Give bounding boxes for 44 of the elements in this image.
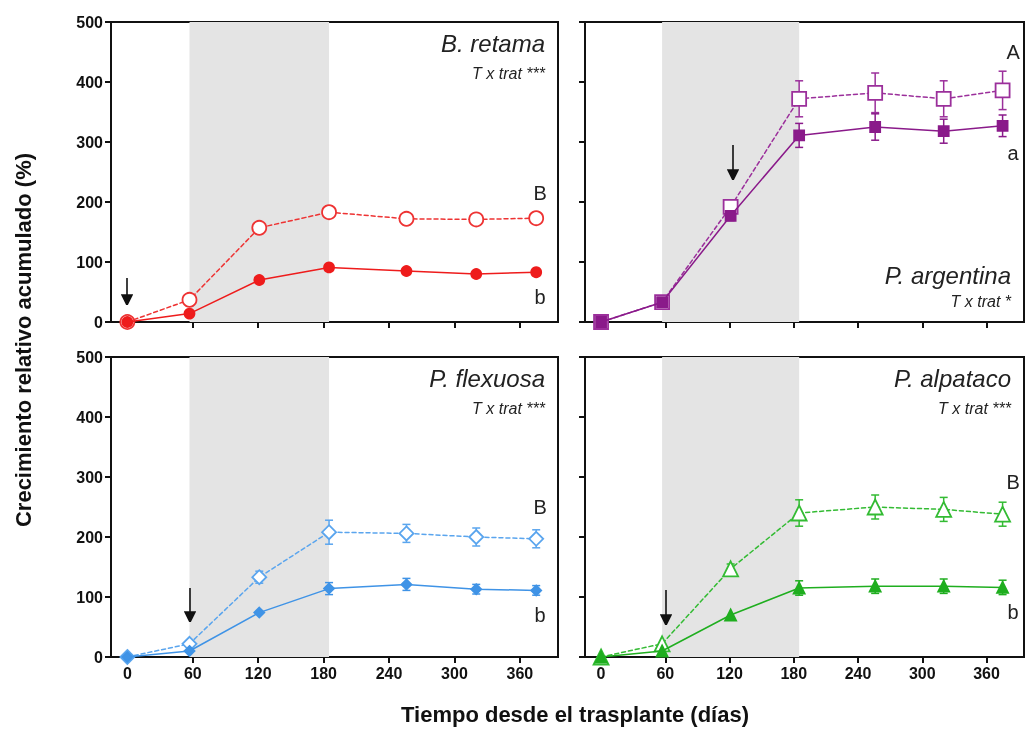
chart-title: P. alpataco [894, 364, 1012, 392]
annotation: T x trat *** [472, 399, 546, 417]
y-tick-label: 500 [76, 13, 104, 31]
x-tick-label: 180 [780, 664, 808, 682]
text: P. argentina [884, 261, 1011, 289]
y-tick-label: 500 [76, 348, 104, 366]
annotation: T x trat *** [472, 64, 546, 82]
annotation: B [1006, 470, 1020, 494]
x-tick-label: 300 [908, 664, 936, 682]
y-tick-label: 200 [76, 528, 104, 546]
y-tick-label: 100 [76, 253, 104, 271]
x-tick-label: 60 [656, 664, 675, 682]
x-axis-title: Tiempo desde el trasplante (días) [401, 702, 750, 728]
y-tick-label: 100 [76, 588, 104, 606]
y-tick-label: 0 [94, 648, 104, 666]
y-tick-label: 200 [76, 193, 104, 211]
x-tick-label: 120 [244, 664, 272, 682]
x-tick-label: 180 [310, 664, 338, 682]
x-tick-label: 0 [596, 664, 606, 682]
annotation: T x trat * [950, 292, 1012, 310]
y-tick-label: 0 [94, 313, 104, 331]
y-tick-label: 300 [76, 133, 104, 151]
annotation: a [1007, 141, 1019, 165]
y-tick-label: 300 [76, 468, 104, 486]
annotation: B [533, 495, 547, 519]
annotation: T x trat *** [938, 399, 1012, 417]
x-tick-label: 360 [506, 664, 534, 682]
y-tick-label: 400 [76, 408, 104, 426]
x-tick-label: 360 [973, 664, 1000, 682]
x-tick-label: 0 [122, 664, 132, 682]
chart-title: B. retama [440, 29, 546, 57]
chart-title: P. flexuosa [429, 364, 545, 392]
x-tick-label: 240 [375, 664, 403, 682]
y-axis-title: Crecimiento relativo acumulado (%) [11, 152, 38, 528]
y-tick-label: 400 [76, 73, 104, 91]
x-tick-label: 60 [183, 664, 202, 682]
annotation: b [1007, 600, 1019, 624]
annotation: b [534, 285, 546, 309]
annotation: A [1006, 40, 1020, 64]
annotation: B [533, 181, 547, 205]
annotation: b [534, 603, 546, 627]
x-tick-label: 240 [844, 664, 872, 682]
x-tick-label: 300 [441, 664, 468, 682]
x-tick-label: 120 [716, 664, 743, 682]
